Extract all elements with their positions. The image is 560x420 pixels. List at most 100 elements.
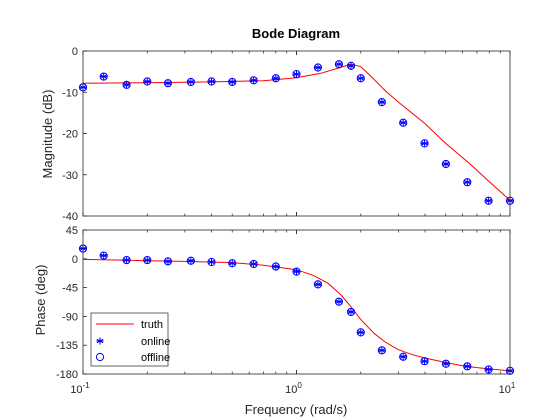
mag-online-point [164,79,172,87]
chart-title: Bode Diagram [252,26,340,41]
mag-offline-point [249,76,258,85]
mag-offline-point [186,77,195,87]
mag-offline-point [143,77,152,86]
mag-offline-point [399,118,408,127]
ph-online-point [292,268,301,276]
mag-offline-point [420,139,429,148]
legend-online-marker [96,337,104,345]
ph-offline-point [186,256,195,265]
ph-online-point [335,298,343,306]
x-axis-label: Frequency (rad/s) [245,402,348,417]
mag-offline-point [463,178,472,187]
mag-online-point [314,63,322,72]
ph-ytick-label: -180 [56,369,78,381]
ph-online-point [347,308,355,316]
magnitude-panel: 0 -10 -20 -30 -40 [62,46,515,223]
mag-online-point [485,197,493,205]
mag-ytick-label: 0 [72,46,78,58]
mag-offline-point [334,60,344,69]
xtick-base: 10 [70,384,82,396]
ph-offline-point [143,255,152,265]
ph-ytick-label: -90 [62,311,78,323]
ph-ytick-label: 0 [72,254,78,266]
mag-online-point [207,77,216,86]
ph-online-point [399,353,407,361]
ph-offline-point [292,267,301,276]
ph-online-point [187,257,195,265]
mag-offline-point [271,74,280,83]
mag-ytick-label: -40 [62,211,78,223]
mag-online-point [250,76,258,84]
xtick-base: 10 [285,384,297,396]
ph-online-point [143,256,151,264]
mag-online-point [228,78,236,86]
ph-offline-point [484,365,493,374]
xtick-label: 101 [499,381,516,396]
mag-online-point [143,77,151,86]
ph-offline-point [441,359,451,368]
mag-offline-point [484,196,493,205]
ph-offline-point [249,259,258,269]
magnitude-axes-box [82,50,511,217]
xtick-label: 10-1 [70,381,90,396]
ph-offline-point [399,352,408,361]
ph-offline-point [122,255,131,265]
ph-online-point [463,362,471,370]
mag-online-point [122,81,131,89]
legend-online-label: online [141,336,170,348]
legend-offline-label: offline [141,352,170,364]
mag-offline-point [441,159,451,169]
mag-offline-point [346,61,356,70]
phase-axes-box [82,229,511,375]
ph-offline-point [228,259,237,268]
ph-ytick-label: -135 [56,340,78,352]
ph-online-point [207,258,216,266]
mag-online-point [187,78,195,86]
mag-online-point [399,119,407,127]
legend-online-swatch [96,337,104,345]
xtick-base: 10 [499,384,511,396]
mag-ytick-label: -30 [62,170,78,182]
mag-online-point [442,160,450,168]
ph-online-point [314,280,322,288]
ph-online-point [485,365,493,374]
mag-online-point [347,62,355,70]
xtick-exponent: 1 [511,381,516,390]
ph-offline-point [356,328,365,337]
mag-offline-point [99,72,108,81]
mag-online-point [272,74,280,82]
ph-online-point [272,262,280,271]
ph-offline-point [163,257,173,266]
ph-online-point [100,252,108,260]
ph-offline-point [334,297,344,306]
ph-online-point [228,259,236,267]
ph-offline-point [207,257,216,267]
ph-ytick-label: -45 [62,283,78,295]
mag-online-point [357,74,365,82]
mag-offline-point [292,70,301,79]
ph-online-point [357,328,365,336]
legend: truth online offline [90,312,170,367]
xtick-label: 100 [285,381,302,396]
mag-truth-line [82,63,511,201]
ph-online-point [164,257,172,265]
mag-online-point [463,178,471,186]
mag-offline-point [228,77,237,87]
ph-offline-point [463,362,472,371]
ph-offline-point [420,357,429,366]
ph-offline-point [377,346,386,355]
legend-offline-swatch [95,352,105,362]
ph-online-point [378,346,386,354]
mag-ytick-label: -10 [62,87,78,99]
mag-offline-point [377,98,386,107]
mag-offline-point [163,79,173,88]
magnitude-plot-area [83,51,510,216]
mag-online-point [100,72,108,81]
ph-truth-line [82,258,511,372]
ph-offline-point [346,307,356,317]
mag-online-point [335,60,343,68]
mag-ytick-label: -20 [62,129,78,141]
ph-online-point [122,256,131,264]
ph-ytick-label: 45 [66,225,78,237]
